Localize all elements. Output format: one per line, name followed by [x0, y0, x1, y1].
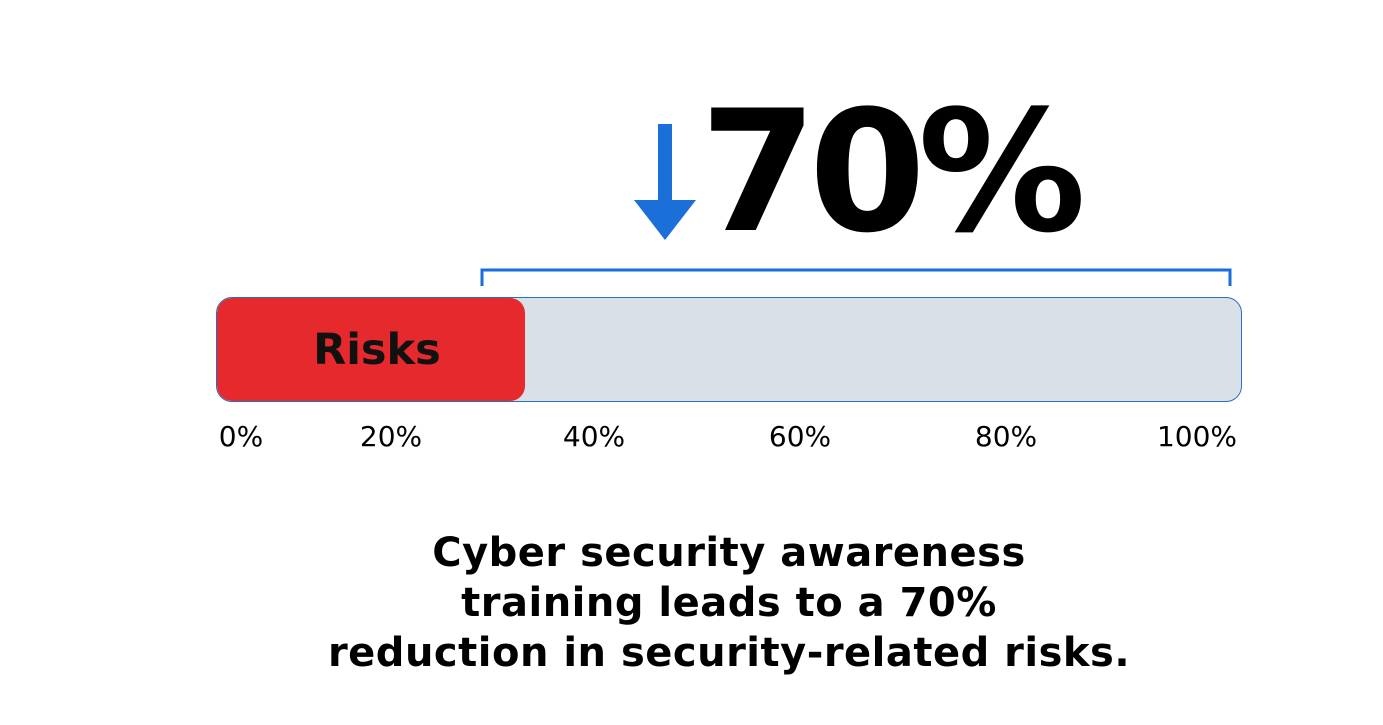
x-tick-label: 40% — [562, 420, 626, 453]
progress-bar-track: Risks — [216, 297, 1242, 402]
x-tick-label: 100% — [1156, 420, 1238, 453]
x-tick-label: 80% — [974, 420, 1038, 453]
caption-line-2: training leads to a 70% — [461, 580, 997, 626]
bar-label-risks: Risks — [313, 324, 441, 375]
caption-line-1: Cyber security awareness — [432, 530, 1026, 576]
down-arrow-icon — [634, 124, 696, 240]
x-tick-label: 60% — [768, 420, 832, 453]
caption-line-3: reduction in security-related risks. — [327, 630, 1131, 676]
caption: Cyber security awareness training leads … — [0, 528, 1383, 678]
risks-bar: Risks — [217, 298, 525, 401]
headline-percentage: 70% — [700, 74, 1086, 270]
reduction-bracket — [480, 268, 1232, 286]
x-tick-label: 20% — [359, 420, 423, 453]
x-axis-ticks: 0% 20% 40% 60% 80% 100% — [0, 420, 1383, 460]
x-tick-label: 0% — [218, 420, 264, 453]
